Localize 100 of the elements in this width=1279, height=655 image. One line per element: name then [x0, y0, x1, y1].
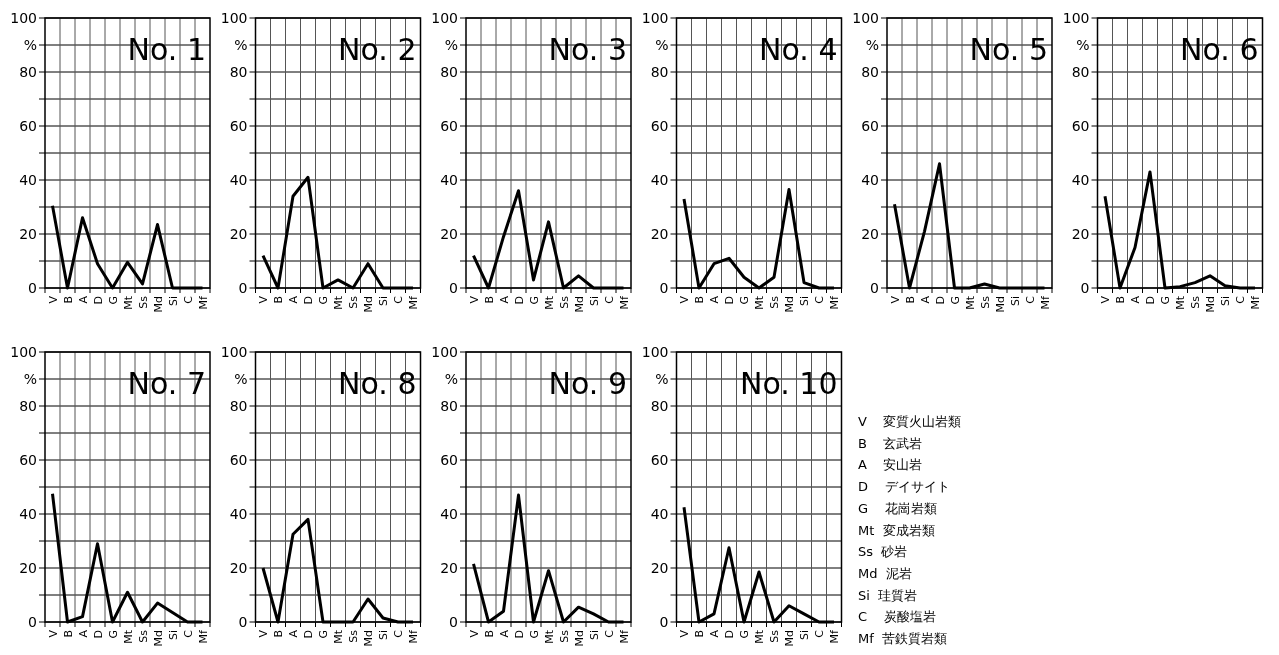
x-tick-label: A: [287, 629, 300, 638]
y-tick-label: 20: [229, 226, 248, 242]
y-tick-label: 80: [19, 64, 37, 80]
x-tick-label: B: [693, 296, 706, 304]
y-tick-label: 100: [641, 10, 669, 26]
x-tick-label: Mf: [196, 628, 210, 644]
x-tick-label: G: [527, 630, 541, 639]
x-tick-label: G: [317, 296, 330, 305]
x-tick-label: A: [708, 295, 721, 304]
x-tick-label: D: [512, 296, 526, 305]
y-tick-label: 0: [28, 280, 37, 296]
x-tick-label: B: [61, 296, 75, 304]
y-tick-label: 0: [449, 614, 458, 630]
text: No. 3: [548, 32, 627, 67]
x-tick-label: Si: [377, 630, 390, 641]
y-tick-label: 80: [19, 398, 37, 414]
y-tick-label: 20: [650, 560, 669, 576]
y-tick-label: 40: [229, 506, 248, 522]
x-tick-label: Ss: [136, 629, 150, 643]
y-tick-label: %: [865, 37, 879, 53]
y-tick-label: 100: [431, 10, 458, 26]
x-tick-label: Mt: [542, 629, 556, 644]
y-tick-label: %: [1076, 37, 1090, 53]
x-tick-label: Si: [377, 296, 390, 307]
x-tick-label: Ss: [557, 295, 571, 309]
x-tick-label: D: [512, 630, 526, 639]
x-tick-label: Ss: [768, 629, 781, 643]
y-tick-label: 80: [229, 64, 248, 80]
text: Ss 砂岩: [858, 544, 908, 560]
y-tick-label: 0: [28, 614, 37, 630]
x-tick-label: B: [1114, 296, 1127, 304]
x-tick-label: D: [91, 296, 105, 305]
y-tick-label: 60: [650, 118, 669, 134]
x-tick-label: D: [1144, 296, 1157, 305]
x-tick-label: Mf: [617, 294, 631, 310]
x-tick-label: V: [257, 629, 270, 638]
y-tick-label: 100: [1062, 10, 1090, 26]
x-tick-label: A: [708, 629, 721, 638]
x-tick-label: G: [738, 296, 751, 305]
x-tick-label: Si: [166, 296, 180, 307]
x-tick-label: Mf: [407, 294, 420, 310]
x-tick-label: G: [317, 630, 330, 639]
text: Si 珪質岩: [858, 587, 918, 603]
x-tick-label: Ss: [136, 295, 150, 309]
x-tick-label: C: [181, 295, 195, 304]
x-tick-label: D: [723, 296, 736, 305]
x-tick-label: G: [948, 296, 962, 305]
x-tick-label: V: [257, 295, 270, 304]
y-tick-label: 0: [238, 614, 248, 630]
x-tick-label: Md: [1204, 296, 1217, 313]
text: G 花崗岩類: [858, 500, 937, 516]
x-tick-label: Si: [587, 296, 601, 307]
y-tick-label: 60: [861, 118, 879, 134]
x-tick-label: B: [693, 630, 706, 638]
x-tick-label: G: [106, 630, 120, 639]
x-tick-label: Si: [798, 296, 811, 307]
x-tick-label: Si: [1008, 296, 1022, 307]
y-tick-label: 60: [229, 452, 248, 468]
x-tick-label: A: [1129, 295, 1142, 304]
x-tick-label: V: [46, 629, 60, 638]
y-tick-label: 60: [650, 452, 669, 468]
y-tick-label: 20: [650, 226, 669, 242]
y-tick-label: 20: [440, 226, 458, 242]
y-tick-label: 0: [870, 280, 879, 296]
y-tick-label: 100: [10, 10, 37, 26]
y-tick-label: 20: [229, 560, 248, 576]
y-tick-label: %: [444, 371, 458, 387]
x-tick-label: Md: [572, 296, 586, 313]
x-tick-label: Mt: [753, 295, 766, 310]
x-tick-label: Mf: [617, 628, 631, 644]
y-tick-label: 60: [19, 118, 37, 134]
x-tick-label: D: [933, 296, 947, 305]
x-tick-label: Mf: [1249, 294, 1262, 310]
text: Mt 変成岩類: [858, 522, 935, 538]
y-tick-label: 20: [440, 560, 458, 576]
y-tick-label: 40: [229, 172, 248, 188]
y-tick-label: 60: [440, 452, 458, 468]
x-tick-label: Mt: [121, 629, 135, 644]
x-tick-label: Ss: [768, 295, 781, 309]
y-tick-label: 80: [1071, 64, 1090, 80]
y-tick-label: 40: [19, 506, 37, 522]
y-tick-label: 80: [440, 64, 458, 80]
x-tick-label: Ss: [557, 629, 571, 643]
y-tick-label: 100: [10, 344, 37, 360]
x-tick-label: Md: [572, 630, 586, 647]
y-tick-label: 80: [650, 398, 669, 414]
x-tick-label: Mt: [753, 629, 766, 644]
x-tick-label: A: [287, 295, 300, 304]
x-tick-label: D: [723, 630, 736, 639]
y-tick-label: 40: [1071, 172, 1090, 188]
x-tick-label: Si: [1219, 296, 1232, 307]
y-tick-label: 100: [641, 344, 669, 360]
text: No. 7: [127, 366, 206, 401]
x-tick-label: Mt: [542, 295, 556, 310]
x-tick-label: C: [181, 629, 195, 638]
text: No. 9: [548, 366, 627, 401]
x-tick-label: B: [482, 630, 496, 638]
x-tick-label: V: [467, 295, 481, 304]
x-tick-label: Md: [151, 296, 165, 313]
x-tick-label: A: [918, 295, 932, 304]
